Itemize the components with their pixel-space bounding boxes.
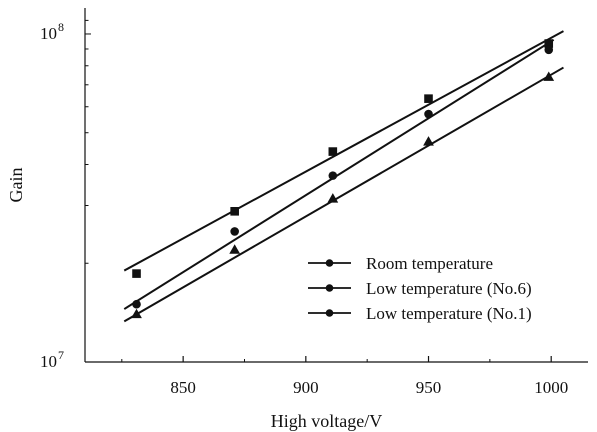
data-point-series-2	[544, 45, 554, 55]
y-tick-exponent: 8	[58, 20, 64, 34]
legend-marker	[325, 284, 334, 292]
data-point-series-2	[424, 109, 433, 119]
data-point-series-1	[544, 39, 554, 48]
data-point-series-1	[424, 94, 433, 103]
x-tick-label: 900	[293, 378, 319, 397]
legend-marker	[325, 259, 334, 267]
x-tick-label: 850	[170, 378, 196, 397]
data-point-series-1	[230, 207, 239, 216]
legend-label: Low temperature (No.1)	[366, 304, 532, 323]
y-tick-base: 10	[40, 352, 57, 371]
y-tick-exponent: 7	[58, 348, 64, 362]
y-tick-label: 10	[40, 352, 57, 371]
data-point-series-3	[543, 71, 555, 81]
data-point-series-2	[328, 171, 338, 180]
y-axis-label: Gain	[6, 168, 26, 203]
y-tick-base: 10	[40, 24, 57, 43]
data-point-series-3	[423, 136, 434, 146]
data-point-series-3	[229, 244, 241, 254]
fit-line-series-2	[123, 38, 555, 310]
x-tick-label: 1000	[534, 378, 568, 397]
x-tick-label: 950	[416, 378, 442, 397]
legend-label: Room temperature	[366, 254, 493, 273]
legend-marker	[325, 309, 334, 317]
data-point-series-2	[132, 299, 141, 309]
legend-label: Low temperature (No.6)	[366, 279, 532, 298]
data-point-series-2	[230, 227, 239, 236]
data-point-series-3	[327, 193, 339, 203]
data-point-series-1	[328, 147, 338, 156]
data-point-series-1	[132, 269, 141, 278]
y-tick-label: 10	[40, 24, 57, 43]
x-axis-label: High voltage/V	[271, 411, 382, 431]
fit-line-series-3	[123, 66, 564, 323]
fit-line-series-1	[123, 30, 564, 272]
data-point-series-3	[131, 308, 142, 319]
